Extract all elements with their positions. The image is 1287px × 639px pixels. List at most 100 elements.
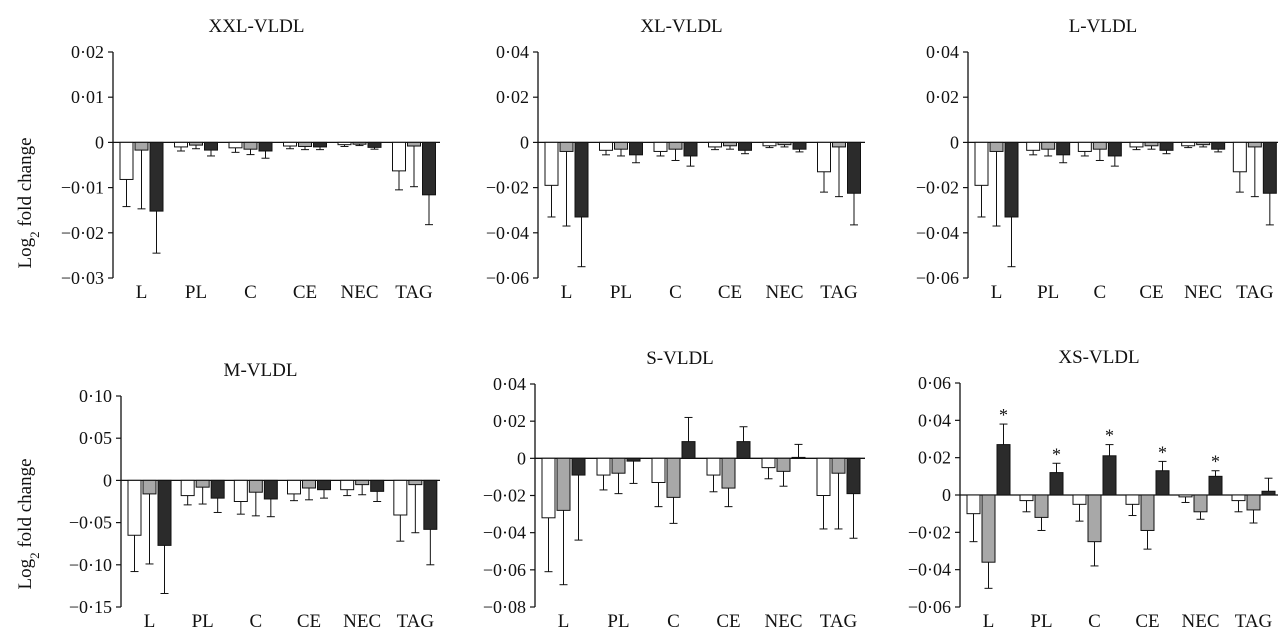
bar-l-series-2: [142, 479, 157, 495]
chart-panels: XXL-VLDL 0·02 0·01 0 −0·01 −0·02 −0·03 L PL C CE NE…: [61, 16, 1278, 632]
y-tick-label: −0·02: [483, 486, 526, 506]
chart-panel-xs-vldl: XS-VLDL 0·06 0·04 0·02 0 −0·02 −0·04 −0·06 * L * PL…: [908, 347, 1278, 632]
bar-c-series-2: [666, 457, 681, 498]
bar-tag-series-1: [1231, 494, 1246, 502]
bar-pl-series-2: [1041, 141, 1056, 150]
bar-tag-series-1: [817, 141, 831, 173]
bar-tag-series-2: [831, 457, 846, 474]
x-tick-label: CE: [297, 611, 321, 632]
bar-pl-series-3: [204, 141, 218, 151]
bar-ce-series-3: [1159, 141, 1174, 151]
x-tick-label: C: [1093, 282, 1106, 303]
bar-l-series-1: [974, 141, 989, 186]
bar-pl-series-3: [629, 141, 643, 156]
bar-l-series-1: [119, 141, 134, 180]
y-tick-label: 0·04: [496, 42, 529, 62]
bar-ce-series-1: [1125, 494, 1140, 505]
bar-pl-series-3: [626, 457, 641, 462]
y-tick-label: −0·02: [908, 522, 951, 542]
x-tick-label: CE: [293, 282, 317, 303]
bar-l-series-1: [544, 141, 559, 186]
bar-ce-series-3: [313, 141, 327, 148]
bar-c-series-2: [248, 479, 263, 493]
y-tick-label: −0·06: [483, 560, 526, 580]
bar-l-series-3: [157, 479, 172, 546]
bar-l-series-1: [541, 457, 556, 519]
bar-c-series-2: [668, 141, 683, 150]
bar-c-series-1: [651, 457, 666, 483]
bar-l-series-1: [966, 494, 981, 515]
bar-l-series-1: [127, 479, 142, 536]
chart-title: S-VLDL: [646, 348, 714, 369]
bar-c-series-2: [1087, 494, 1102, 543]
x-tick-label: CE: [716, 611, 740, 632]
y-tick-label: 0: [517, 448, 526, 468]
bar-nec-series-2: [352, 141, 367, 145]
x-tick-label: TAG: [1235, 611, 1273, 632]
y-tick-label: −0·03: [61, 268, 104, 288]
bar-ce-series-2: [298, 141, 312, 147]
bar-c-series-1: [233, 479, 248, 502]
y-tick-label: −0·04: [486, 223, 529, 243]
y-tick-label: 0·04: [493, 374, 526, 394]
y-axis-label-subscript: 2: [27, 552, 42, 559]
bar-tag-series-1: [816, 457, 831, 497]
y-tick-label: 0: [520, 132, 529, 152]
y-tick-label: −0·02: [61, 223, 104, 243]
x-tick-label: TAG: [820, 282, 858, 303]
x-tick-label: NEC: [1182, 611, 1220, 632]
y-tick-label: 0: [95, 132, 104, 152]
chart-panel-xxl-vldl: XXL-VLDL 0·02 0·01 0 −0·01 −0·02 −0·03 L PL C CE NE…: [61, 16, 440, 303]
x-tick-label: NEC: [765, 611, 803, 632]
bar-pl-series-3: [1049, 472, 1064, 496]
y-tick-label: 0·04: [926, 42, 959, 62]
bar-tag-series-2: [408, 479, 423, 486]
x-tick-label: NEC: [343, 611, 381, 632]
x-tick-label: C: [249, 611, 262, 632]
bar-pl-series-1: [599, 141, 613, 151]
x-tick-label: NEC: [341, 282, 379, 303]
x-tick-label: PL: [192, 611, 214, 632]
x-tick-label: PL: [185, 282, 207, 303]
bar-l-series-3: [149, 141, 164, 212]
bar-tag-series-3: [423, 479, 438, 530]
bar-ce-series-3: [738, 141, 752, 151]
bar-tag-series-2: [1247, 141, 1262, 148]
x-tick-label: L: [136, 282, 148, 303]
y-tick-label: 0·10: [79, 386, 112, 406]
x-tick-label: PL: [610, 282, 632, 303]
y-tick-label: 0·02: [496, 87, 529, 107]
y-tick-label: −0·01: [61, 178, 104, 198]
bar-nec-series-1: [762, 141, 777, 147]
bar-l-series-2: [134, 141, 149, 151]
y-tick-label: −0·04: [483, 523, 526, 543]
x-tick-label: C: [669, 282, 682, 303]
bar-pl-series-2: [614, 141, 628, 150]
y-tick-label: 0·06: [918, 373, 951, 393]
x-tick-label: L: [558, 611, 570, 632]
bar-ce-series-2: [1144, 141, 1159, 147]
y-tick-label: −0·04: [916, 223, 959, 243]
significance-marker: *: [1211, 452, 1220, 472]
bar-ce-series-3: [736, 441, 751, 459]
bar-c-series-3: [263, 479, 278, 500]
x-tick-label: TAG: [397, 611, 435, 632]
bar-l-series-3: [574, 141, 589, 218]
bar-l-series-2: [989, 141, 1004, 152]
bar-tag-series-1: [1232, 141, 1247, 173]
x-tick-label: TAG: [1236, 282, 1274, 303]
x-tick-label: L: [144, 611, 156, 632]
bar-l-series-2: [981, 494, 996, 563]
x-tick-label: L: [561, 282, 573, 303]
x-tick-label: PL: [1030, 611, 1052, 632]
bar-tag-series-1: [392, 141, 406, 172]
bar-c-series-1: [1072, 494, 1087, 505]
bar-c-series-3: [1102, 455, 1117, 496]
bar-nec-series-1: [340, 479, 355, 491]
bar-tag-series-3: [1261, 490, 1276, 496]
y-tick-label: 0·02: [71, 42, 104, 62]
bar-l-series-2: [556, 457, 571, 511]
bar-nec-series-3: [792, 141, 807, 150]
y-tick-label: 0·05: [79, 428, 112, 448]
y-tick-label: −0·06: [908, 597, 951, 617]
